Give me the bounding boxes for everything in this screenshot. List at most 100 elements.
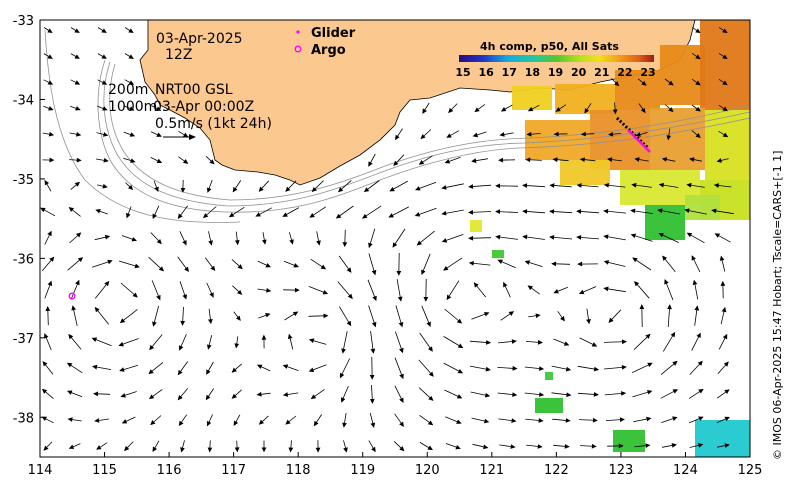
current-vector-head xyxy=(182,240,187,246)
current-vector-head xyxy=(639,304,645,310)
current-vector-head xyxy=(415,186,421,191)
current-vector-head xyxy=(428,395,434,401)
current-vector-head xyxy=(672,416,678,421)
current-vector-head xyxy=(292,311,299,317)
current-vector-head xyxy=(389,186,395,192)
lon-tick-label: 121 xyxy=(479,463,504,478)
current-vector-head xyxy=(694,305,700,311)
current-vector-head xyxy=(335,213,342,219)
current-vector-head xyxy=(372,295,377,302)
current-vector-head xyxy=(468,184,474,189)
current-vector-head xyxy=(308,367,315,373)
current-vector-head xyxy=(483,418,490,424)
current-vector-head xyxy=(47,54,53,59)
current-vector-head xyxy=(511,339,517,344)
current-vector-head xyxy=(261,447,267,453)
current-vector-head xyxy=(265,313,271,318)
current-vector-head xyxy=(483,444,489,450)
current-vector-head xyxy=(339,372,345,379)
current-vector-head xyxy=(535,313,541,319)
current-vector-head xyxy=(308,338,315,344)
argo-float-marker[interactable] xyxy=(68,292,76,300)
current-vector-head xyxy=(577,261,583,267)
current-vector-head xyxy=(289,239,294,245)
current-vector-head xyxy=(711,208,717,214)
current-vector-head xyxy=(258,186,264,192)
current-vector-head xyxy=(128,28,134,33)
current-vector-head xyxy=(342,422,347,428)
current-vector-head xyxy=(94,306,100,313)
current-vector-head xyxy=(527,285,534,291)
current-vector-head xyxy=(154,186,159,192)
lat-tick-label: -37 xyxy=(13,332,34,347)
colorbar-tick-label: 15 xyxy=(455,66,470,79)
current-vector-head xyxy=(368,242,373,249)
current-vector-head xyxy=(148,369,154,375)
current-vector-head xyxy=(564,444,570,449)
current-vector-head xyxy=(156,294,161,301)
current-vector-head xyxy=(206,420,212,427)
current-vector-head xyxy=(156,158,163,164)
current-vector-head xyxy=(527,106,534,112)
current-vector-head xyxy=(593,392,599,397)
current-vector-head xyxy=(124,445,130,452)
current-vector-head xyxy=(66,362,73,368)
current-vector-head xyxy=(670,331,676,338)
current-vector-head xyxy=(722,80,728,86)
current-vector-head xyxy=(603,183,609,188)
current-vector-head xyxy=(76,232,82,238)
current-vector-head xyxy=(206,369,211,375)
latitude-axis: -33 -34 -35 -36 -37 -38 xyxy=(13,14,45,426)
current-vector-head xyxy=(539,392,545,397)
glider-legend-icon xyxy=(296,30,300,34)
current-vector-head xyxy=(427,420,434,426)
current-vector-head xyxy=(255,212,261,217)
current-vector-head xyxy=(282,392,289,397)
current-vector-head xyxy=(657,208,663,214)
glider-legend-label: Glider xyxy=(311,26,356,41)
current-vector-head xyxy=(398,322,404,328)
current-vector-head xyxy=(416,240,423,246)
current-vector-head xyxy=(495,234,501,240)
current-vector-head xyxy=(208,319,213,325)
current-vector-head xyxy=(422,108,427,114)
current-vector-head xyxy=(177,394,183,401)
depth-upper-label: 200m xyxy=(108,82,148,98)
current-vector-head xyxy=(233,420,239,427)
current-vector-head xyxy=(76,157,82,163)
current-vector-head xyxy=(634,157,640,162)
current-vector-head xyxy=(47,280,53,286)
current-vector-head xyxy=(723,361,729,367)
current-vector-head xyxy=(443,265,449,271)
current-vector-head xyxy=(510,444,516,449)
current-vector-head xyxy=(288,447,294,453)
current-vector-head xyxy=(441,210,447,216)
current-vector-head xyxy=(207,447,213,453)
current-vector-head xyxy=(293,263,299,268)
current-vector-head xyxy=(294,287,300,293)
current-vector-head xyxy=(612,109,618,115)
current-vector-head xyxy=(309,213,315,218)
current-vector-head xyxy=(549,235,555,240)
current-vector-head xyxy=(313,420,319,427)
current-vector-head xyxy=(537,339,543,345)
current-vector-head xyxy=(508,311,515,316)
current-vector-head xyxy=(341,348,346,354)
current-vector-head xyxy=(560,315,565,322)
current-vector-head xyxy=(608,317,614,323)
current-vector-head xyxy=(67,417,73,422)
current-vector-head xyxy=(553,289,559,294)
current-vector-head xyxy=(619,417,625,423)
current-vector-head xyxy=(484,392,491,398)
marker-legend: Glider Argo xyxy=(294,26,356,58)
current-vector-head xyxy=(287,333,293,340)
current-vector-head xyxy=(498,157,504,163)
current-vector-head xyxy=(608,131,614,137)
current-vector-head xyxy=(603,208,609,214)
current-vector-head xyxy=(369,398,375,404)
current-vector-head xyxy=(262,239,267,245)
current-vector-head xyxy=(495,209,501,215)
current-vector-head xyxy=(206,187,212,193)
current-vector-head xyxy=(49,157,55,163)
current-vector-head xyxy=(132,292,138,298)
